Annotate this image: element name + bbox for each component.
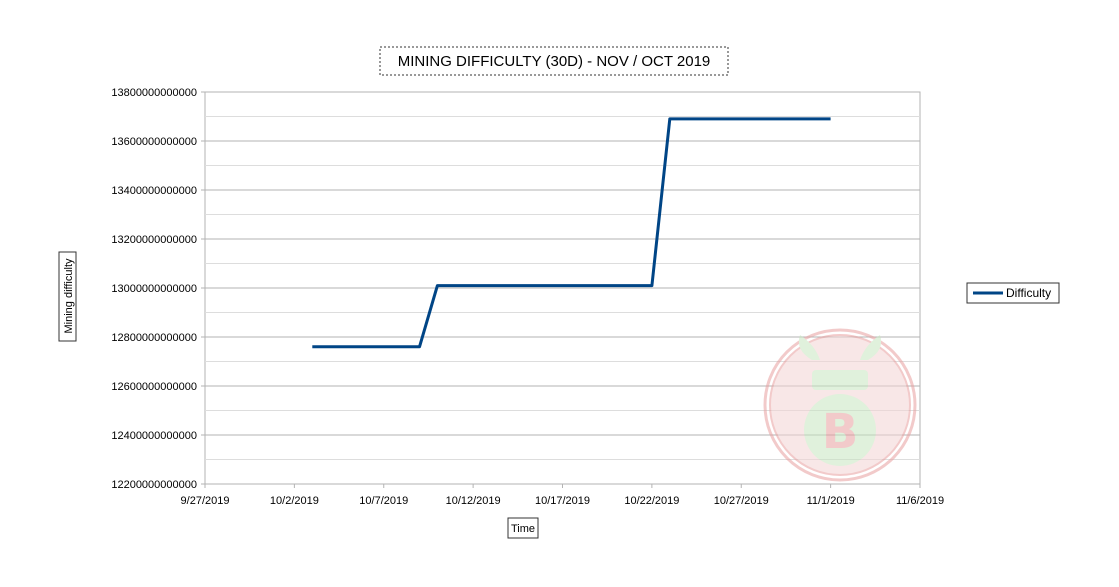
y-axis-label-group: Mining difficulty (58, 251, 77, 342)
x-tick-label: 10/17/2019 (535, 495, 590, 507)
legend-label-difficulty: Difficulty (1006, 286, 1051, 300)
y-tick-label: 13800000000000 (111, 87, 197, 99)
y-tick-label: 13400000000000 (111, 185, 197, 197)
bitcoin-bulb-logo-icon: B (763, 328, 917, 482)
x-tick-label: 10/7/2019 (359, 495, 408, 507)
y-tick-label: 12400000000000 (111, 430, 197, 442)
x-tick-label: 10/27/2019 (714, 495, 769, 507)
x-tick-label: 10/22/2019 (624, 495, 679, 507)
y-tick-label: 13000000000000 (111, 283, 197, 295)
x-axis-label-group: Time (507, 517, 539, 539)
y-tick-label: 13200000000000 (111, 234, 197, 246)
x-tick-label: 11/1/2019 (807, 495, 855, 507)
chart-title: MINING DIFFICULTY (30D) - NOV / OCT 2019 (398, 53, 711, 70)
y-tick-label: 12800000000000 (111, 332, 197, 344)
x-axis-ticks: 9/27/2019 10/2/2019 10/7/2019 10/12/2019 10/… (181, 484, 944, 507)
x-axis-label: Time (511, 523, 535, 535)
x-tick-label: 11/6/2019 (896, 495, 944, 507)
x-tick-label: 9/27/2019 (181, 495, 230, 507)
x-tick-label: 10/12/2019 (446, 495, 501, 507)
chart-title-group: MINING DIFFICULTY (30D) - NOV / OCT 2019 (379, 46, 729, 76)
y-axis-label: Mining difficulty (63, 258, 75, 333)
plot-area: 12200000000000 12400000000000 126000000000… (111, 87, 944, 507)
y-tick-label: 13600000000000 (111, 136, 197, 148)
legend-box (966, 282, 1060, 304)
y-tick-label: 12200000000000 (111, 479, 197, 491)
y-axis-ticks: 12200000000000 12400000000000 126000000000… (111, 87, 205, 491)
svg-text:B: B (822, 404, 859, 460)
x-axis-label-box (507, 517, 539, 539)
legend: Difficulty (966, 282, 1060, 304)
y-axis-label-box (58, 251, 77, 342)
series-line-difficulty (312, 117, 831, 349)
grid-lines (205, 91, 920, 485)
y-tick-label: 12600000000000 (111, 381, 197, 393)
x-tick-label: 10/2/2019 (270, 495, 319, 507)
chart-title-box (379, 46, 729, 76)
series-layer (312, 117, 831, 349)
